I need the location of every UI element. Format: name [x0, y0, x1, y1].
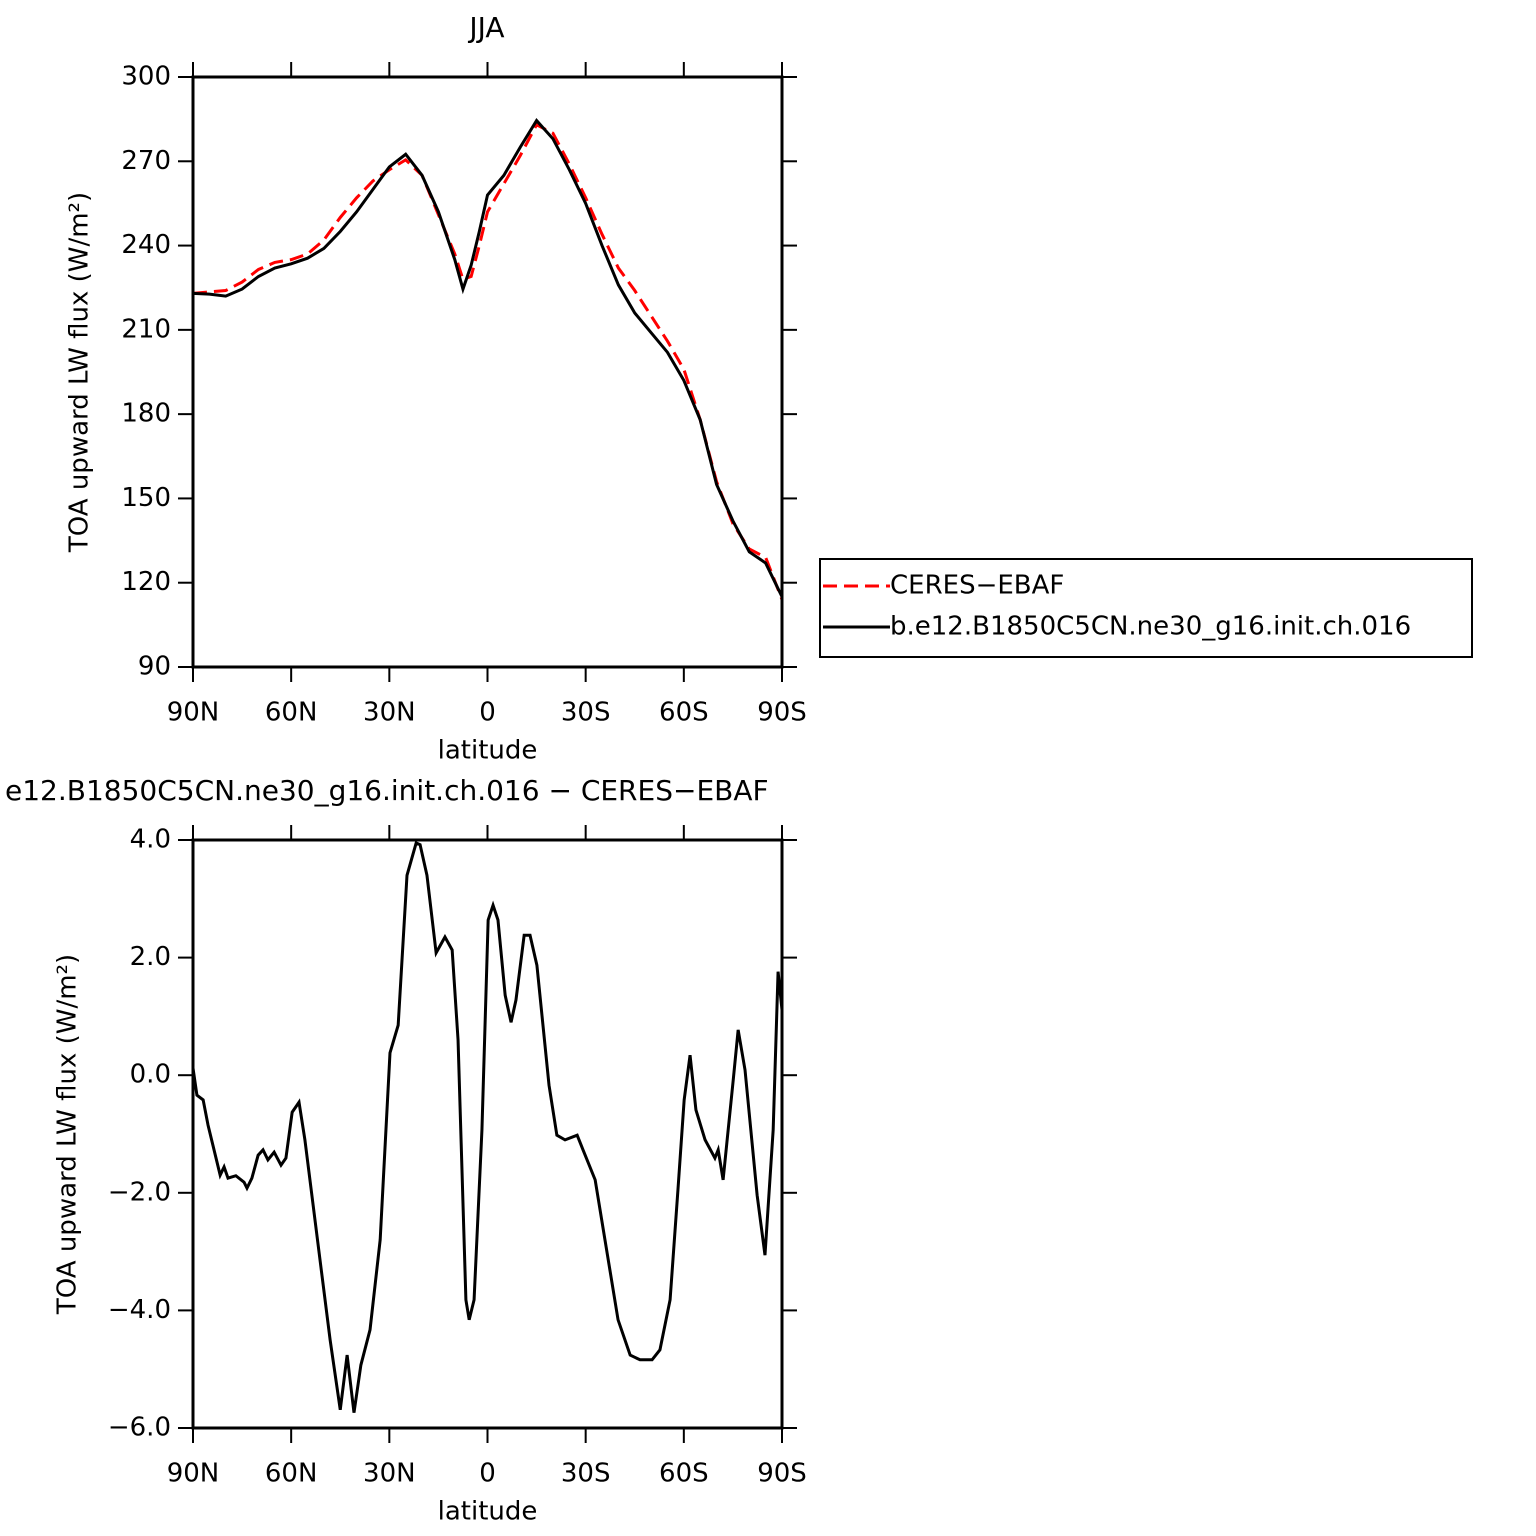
x-tick-label: 0	[479, 698, 496, 728]
plot-frame	[191, 838, 784, 1430]
x-axis-label: latitude	[438, 1497, 538, 1527]
y-tick-label: 4.0	[130, 825, 171, 855]
legend-label: b.e12.B1850C5CN.ne30_g16.init.ch.016	[890, 612, 1411, 642]
y-tick-label: 0.0	[130, 1060, 171, 1090]
x-tick-label: 90N	[167, 1459, 220, 1489]
data-line	[191, 840, 784, 1413]
y-tick-label: 180	[121, 399, 171, 429]
y-tick-label: 150	[121, 483, 171, 513]
legend-label: CERES−EBAF	[890, 571, 1064, 601]
y-axis-label: TOA upward LW flux (W/m²)	[65, 192, 95, 553]
y-tick-label: −6.0	[108, 1413, 171, 1443]
y-tick-label: −4.0	[108, 1295, 171, 1325]
x-tick-label: 90N	[167, 698, 220, 728]
x-tick-label: 90S	[757, 1459, 807, 1489]
y-tick-label: 240	[121, 230, 171, 260]
y-tick-label: 90	[138, 652, 171, 682]
x-tick-label: 60N	[265, 1459, 318, 1489]
x-tick-label: 60S	[659, 1459, 709, 1489]
x-axis-label: latitude	[438, 736, 538, 766]
x-tick-label: 0	[479, 1459, 496, 1489]
x-tick-label: 60N	[265, 698, 318, 728]
x-tick-label: 30N	[363, 698, 416, 728]
chart-title: JJA	[467, 11, 504, 44]
y-tick-label: 270	[121, 146, 171, 176]
y-tick-label: 2.0	[130, 942, 171, 972]
legend-box	[819, 558, 1473, 658]
y-tick-label: 120	[121, 567, 171, 597]
y-tick-label: 210	[121, 314, 171, 344]
y-tick-label: −2.0	[108, 1177, 171, 1207]
data-line	[192, 118, 784, 598]
x-tick-label: 30N	[363, 1459, 416, 1489]
y-axis-label: TOA upward LW flux (W/m²)	[53, 954, 83, 1315]
chart-title: e12.B1850C5CN.ne30_g16.init.ch.016 − CER…	[5, 774, 769, 807]
y-tick-label: 300	[121, 62, 171, 92]
x-tick-label: 90S	[757, 698, 807, 728]
x-tick-label: 60S	[659, 698, 709, 728]
data-line	[192, 122, 784, 601]
plot-frame	[191, 75, 784, 669]
x-tick-label: 30S	[561, 698, 611, 728]
x-tick-label: 30S	[561, 1459, 611, 1489]
